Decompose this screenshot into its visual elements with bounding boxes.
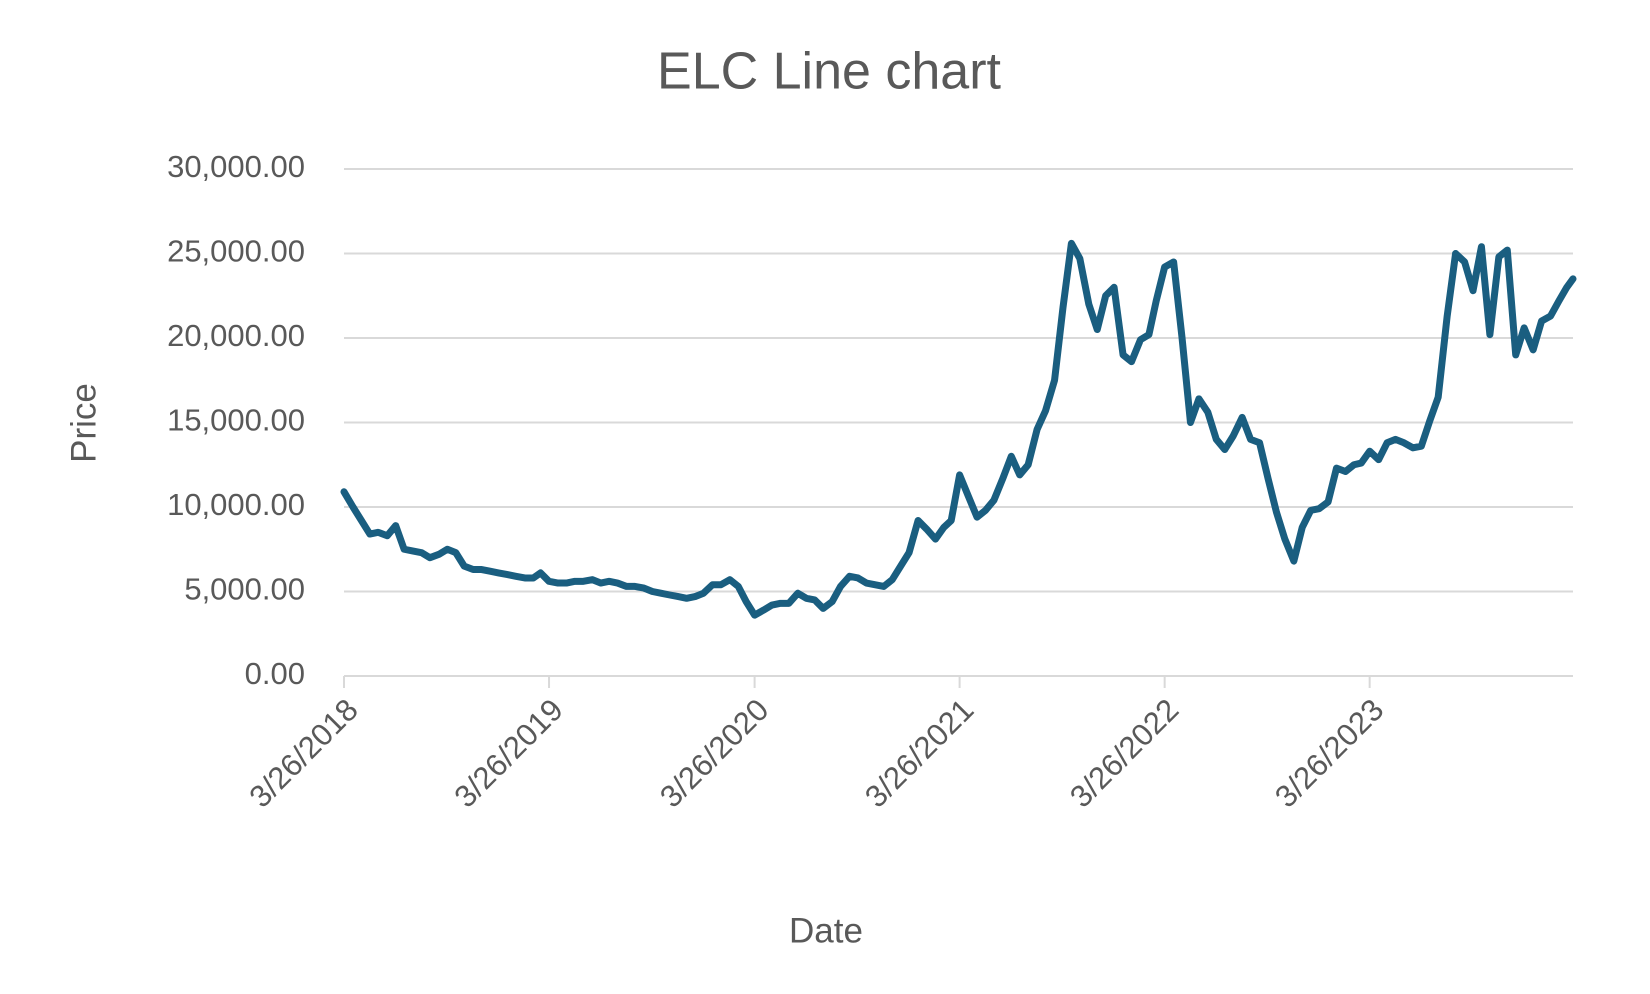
x-tick-label: 3/26/2018 [242,692,364,814]
x-tick-label: 3/26/2023 [1268,692,1390,814]
x-tick-label: 3/26/2022 [1063,692,1185,814]
y-tick-label: 15,000.00 [167,403,305,438]
y-tick-label: 30,000.00 [167,149,305,184]
y-tick-label: 0.00 [245,656,305,691]
x-axis-title: Date [789,911,863,950]
y-axis-title: Price [64,383,103,463]
y-tick-label: 5,000.00 [184,572,305,607]
price-line [340,239,1577,619]
x-tick-label: 3/26/2019 [447,692,569,814]
chart-title: ELC Line chart [657,43,1002,101]
y-tick-label: 25,000.00 [167,234,305,269]
y-tick-label: 20,000.00 [167,318,305,353]
x-tick-label: 3/26/2020 [653,692,775,814]
x-tick-label: 3/26/2021 [858,692,980,814]
y-tick-label: 10,000.00 [167,487,305,522]
